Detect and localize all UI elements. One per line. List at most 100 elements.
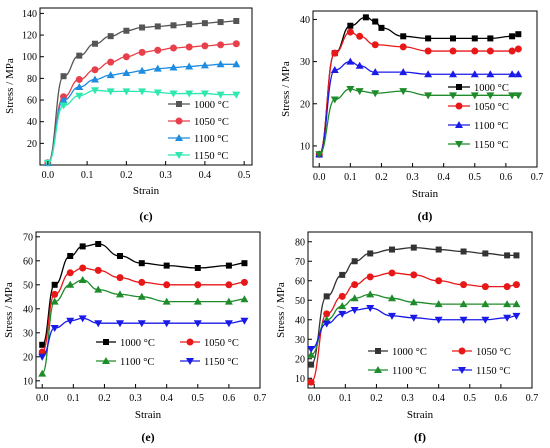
data-point (504, 252, 511, 259)
legend-marker (175, 134, 183, 141)
data-point (185, 43, 193, 51)
data-point (367, 250, 374, 257)
data-point (78, 315, 87, 323)
data-point (435, 246, 442, 253)
data-point (91, 40, 98, 47)
legend-marker (102, 357, 110, 364)
data-point (356, 32, 364, 40)
y-tick-label: 70 (295, 257, 305, 268)
legend-entry: 1000 °C (474, 83, 509, 94)
data-point (409, 298, 418, 306)
y-tick-label: 70 (23, 232, 33, 243)
data-point (400, 33, 407, 40)
data-point (459, 316, 468, 324)
data-point (94, 285, 103, 293)
data-point (388, 269, 396, 277)
data-point (39, 341, 46, 348)
data-point (106, 71, 115, 79)
series-layer (43, 17, 241, 167)
data-point (200, 61, 209, 69)
data-point (154, 23, 161, 30)
x-tick-layer: 0.0 0.1 0.2 0.3 0.4 0.5 0.6 0.7 (308, 384, 538, 404)
legend: 1000 °C 1050 °C 1100 °C 1150 °C (368, 347, 511, 377)
data-point (512, 281, 520, 289)
legend-marker (375, 348, 381, 354)
data-point (50, 297, 59, 305)
legend: 1000 °C 1050 °C 1100 °C 1150 °C (96, 338, 239, 368)
x-tick-layer: 0.0 0.1 0.2 0.3 0.4 0.5 0.6 0.7 (313, 163, 543, 183)
data-point (51, 290, 59, 298)
data-point (378, 24, 385, 31)
data-point (503, 283, 511, 291)
y-axis-label: Stress / MPa (3, 282, 15, 338)
x-tick-label: 0.4 (437, 172, 450, 183)
data-point (122, 68, 131, 76)
data-point (503, 314, 512, 322)
y-tick-layer: 10 20 30 40 50 60 70 (23, 232, 40, 387)
x-tick-label: 0.1 (339, 393, 352, 404)
data-point (486, 70, 495, 78)
data-point (449, 47, 457, 55)
data-point (116, 274, 124, 282)
data-point (388, 312, 396, 320)
plot-frame (35, 231, 261, 389)
plot-frame (307, 231, 533, 389)
legend-marker (103, 339, 109, 345)
x-tick-label: 0.2 (120, 170, 133, 181)
data-point (460, 248, 467, 255)
data-point (138, 88, 147, 96)
x-tick-label: 0.7 (254, 393, 267, 404)
data-point (323, 310, 331, 318)
x-tick-label: 0.0 (42, 170, 55, 181)
legend-entry: 1100 °C (474, 121, 508, 132)
legend: 1000 °C 1050 °C 1100 °C 1150 °C (448, 83, 509, 151)
y-tick-label: 10 (300, 141, 310, 152)
y-tick-label: 20 (300, 99, 310, 110)
data-point (315, 151, 324, 159)
y-tick-label: 40 (295, 315, 305, 326)
data-point (482, 250, 489, 257)
legend-marker (455, 121, 463, 128)
legend-entry: 1150 °C (194, 151, 228, 162)
y-tick-label: 30 (300, 57, 310, 68)
legend: 1000 °C 1050 °C 1100 °C 1150 °C (168, 100, 229, 162)
data-point (508, 70, 517, 78)
data-point (79, 243, 86, 250)
data-point (481, 316, 490, 324)
plot-frame (39, 7, 253, 166)
legend-entry: 1000 °C (194, 100, 229, 111)
data-point (424, 70, 433, 78)
y-tick-label: 120 (22, 31, 37, 42)
data-point (138, 260, 145, 267)
data-point (322, 320, 331, 328)
y-tick-label: 60 (295, 276, 305, 287)
data-point (351, 281, 359, 289)
series-line (41, 243, 245, 346)
panel-label: (f) (414, 430, 426, 444)
panel-c: 0.0 0.1 0.2 0.3 0.4 0.5 20 40 60 80 100 120 140 100… (4, 7, 253, 223)
data-point (470, 70, 479, 78)
y-tick-label: 30 (295, 335, 305, 346)
data-point (66, 317, 75, 325)
x-tick-label: 0.2 (375, 172, 388, 183)
data-point (425, 35, 432, 42)
data-point (362, 14, 369, 21)
data-point (122, 53, 130, 61)
legend-marker (456, 84, 462, 90)
data-point (366, 273, 374, 281)
x-tick-label: 0.6 (223, 393, 236, 404)
x-axis-label: Strain (135, 409, 162, 421)
data-point (338, 302, 347, 310)
y-tick-label: 60 (23, 256, 33, 267)
data-point (123, 27, 130, 34)
data-point (94, 266, 102, 274)
series-layer (315, 14, 523, 159)
y-tick-label: 20 (295, 354, 305, 365)
data-point (106, 88, 115, 96)
panel-e: 0.0 0.1 0.2 0.3 0.4 0.5 0.6 0.7 10203040506070 … (3, 231, 267, 444)
data-point (169, 44, 177, 52)
data-point (449, 70, 457, 78)
data-point (67, 253, 74, 259)
legend-marker (186, 338, 194, 346)
